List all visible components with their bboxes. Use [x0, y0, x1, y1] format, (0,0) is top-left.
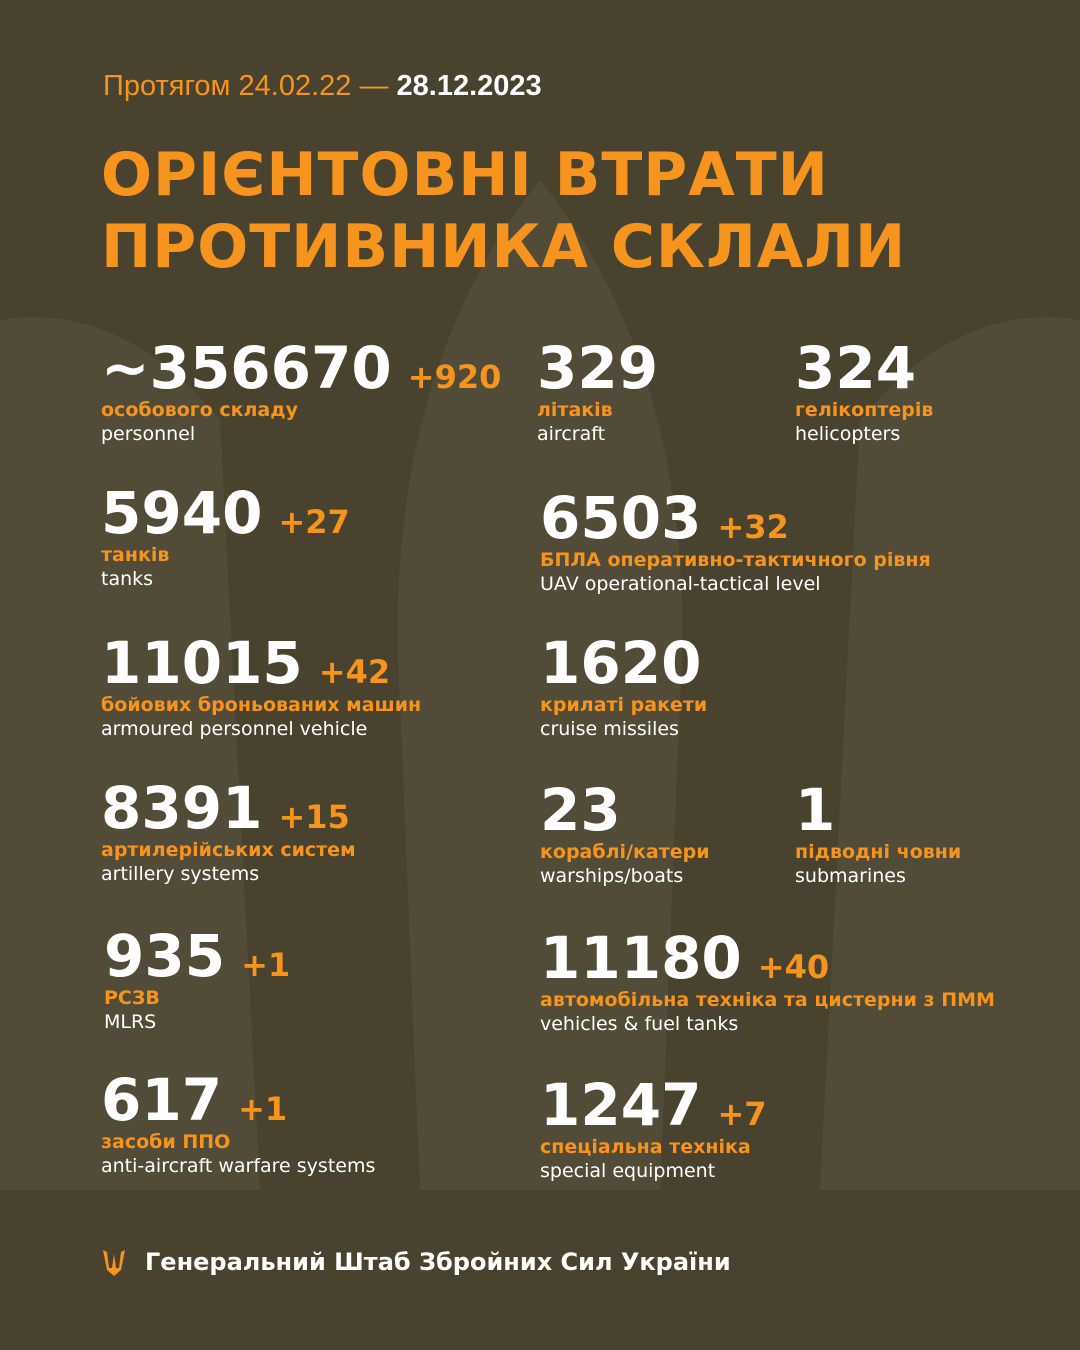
stat-delta: +1 — [238, 1090, 288, 1128]
stat-item: ~356670 +920 особового складу personnel — [101, 338, 501, 447]
stat-row: ~356670 +920 — [101, 338, 501, 398]
label-uk: засоби ППО — [101, 1131, 231, 1153]
stat-value: 329 — [537, 334, 659, 402]
label-uk: літаків — [537, 399, 613, 421]
stat-value: 324 — [795, 334, 917, 402]
period-end: 28.12.2023 — [396, 70, 542, 102]
label-en: UAV operational-tactical level — [540, 573, 821, 595]
stat-item: 1620 крилаті ракети cruise missiles — [540, 633, 707, 742]
label-uk: спеціальна техніка — [540, 1136, 751, 1158]
stat-delta: +42 — [318, 653, 391, 691]
label-en: anti-aircraft warfare systems — [101, 1155, 376, 1177]
label-uk: кораблі/катери — [540, 841, 710, 863]
trident-center — [397, 180, 683, 1190]
stat-item: 1247 +7 спеціальна техніка special equipmen… — [540, 1075, 767, 1184]
label-uk: РСЗВ — [104, 987, 160, 1009]
label-uk: БПЛА оперативно-тактичного рівня — [540, 549, 931, 571]
stat-row: 1247 +7 — [540, 1075, 767, 1135]
stat-item: 1 підводні човни submarines — [795, 780, 961, 889]
trident-right — [820, 317, 1080, 1191]
stat-delta: +32 — [717, 508, 789, 546]
label-uk: автомобільна техніка та цистерни з ПММ — [540, 989, 995, 1011]
stat-delta: +920 — [407, 358, 502, 396]
stat-value: 935 — [104, 922, 226, 990]
label-uk: підводні човни — [795, 841, 962, 863]
label-uk: особового складу — [101, 399, 298, 421]
stat-row: 935 +1 — [104, 926, 290, 986]
label-en: tanks — [101, 568, 154, 590]
label-en: armoured personnel vehicle — [101, 718, 368, 740]
label-uk: крилаті ракети — [540, 694, 708, 716]
stat-row: 324 — [795, 338, 933, 398]
label-uk: танків — [101, 544, 170, 566]
stat-row: 329 — [537, 338, 658, 398]
stat-item: 5940 +27 танків tanks — [101, 483, 350, 592]
label-en: special equipment — [540, 1160, 716, 1182]
footer: Генеральний Штаб Збройних Сил України — [145, 1248, 731, 1276]
stat-value: 23 — [540, 776, 621, 844]
label-en: vehicles & fuel tanks — [540, 1013, 739, 1035]
stat-row: 11180 +40 — [540, 928, 995, 988]
title-line: ОРІЄНТОВНІ ВТРАТИ — [101, 140, 829, 210]
label-en: aircraft — [537, 423, 606, 445]
trident-icon — [103, 1250, 125, 1276]
stat-item: 8391 +15 артилерійських систем artillery sy… — [101, 778, 356, 887]
stat-delta: +15 — [278, 798, 350, 836]
stat-item: 11180 +40 автомобільна техніка та цистерни… — [540, 928, 995, 1037]
stat-delta: +40 — [757, 948, 830, 986]
stat-delta: +1 — [241, 946, 291, 984]
label-en: artillery systems — [101, 863, 260, 885]
stat-value: 6503 — [540, 484, 702, 552]
stat-value: 11015 — [101, 629, 303, 697]
stat-value: 617 — [101, 1066, 223, 1134]
stat-value: 8391 — [101, 774, 263, 842]
stat-row: 11015 +42 — [101, 633, 421, 693]
label-en: cruise missiles — [540, 718, 679, 740]
label-en: warships/boats — [540, 865, 684, 887]
stat-value: 1 — [795, 776, 836, 844]
stat-delta: +27 — [278, 503, 350, 541]
label-en: MLRS — [104, 1011, 157, 1033]
label-en: submarines — [795, 865, 906, 887]
label-en: helicopters — [795, 423, 901, 445]
title-line: ПРОТИВНИКА СКЛАЛИ — [101, 212, 907, 282]
stat-value: 1247 — [540, 1071, 702, 1139]
stat-value: ~356670 — [101, 334, 392, 402]
stat-delta: +7 — [717, 1095, 767, 1133]
stat-row: 23 — [540, 780, 710, 840]
stat-value: 11180 — [540, 924, 742, 992]
stat-value: 1620 — [540, 629, 702, 697]
stat-item: 23 кораблі/катери warships/boats — [540, 780, 710, 889]
label-uk: бойових броньованих машин — [101, 694, 422, 716]
stat-item: 935 +1 РСЗВ MLRS — [104, 926, 290, 1035]
stat-row: 1 — [795, 780, 961, 840]
stat-row: 8391 +15 — [101, 778, 356, 838]
label-uk: артилерійських систем — [101, 839, 356, 861]
label-en: personnel — [101, 423, 196, 445]
stat-item: 324 гелікоптерів helicopters — [795, 338, 933, 447]
stat-row: 5940 +27 — [101, 483, 350, 543]
stat-item: 329 літаків aircraft — [537, 338, 658, 447]
trident-left — [0, 317, 260, 1191]
stat-item: 6503 +32 БПЛА оперативно-тактичного рівня U… — [540, 488, 931, 597]
period-prefix: Протягом 24.02.22 — — [103, 70, 389, 102]
stat-item: 11015 +42 бойових броньованих машин armoure… — [101, 633, 421, 742]
label-uk: гелікоптерів — [795, 399, 934, 421]
stat-value: 5940 — [101, 479, 263, 547]
stat-item: 617 +1 засоби ППО anti-aircraft warfare sys… — [101, 1070, 375, 1179]
stat-row: 617 +1 — [101, 1070, 375, 1130]
period: Протягом 24.02.22 — 28.12.2023 — [103, 70, 542, 103]
stat-row: 6503 +32 — [540, 488, 931, 548]
stat-row: 1620 — [540, 633, 707, 693]
